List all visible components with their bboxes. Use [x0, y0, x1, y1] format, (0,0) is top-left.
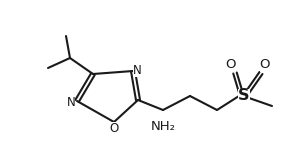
Text: N: N	[67, 95, 75, 108]
Text: O: O	[260, 58, 270, 71]
Text: O: O	[226, 58, 236, 71]
Text: N: N	[133, 63, 141, 76]
Text: S: S	[238, 88, 250, 103]
Text: O: O	[110, 121, 119, 134]
Text: NH₂: NH₂	[150, 121, 176, 134]
